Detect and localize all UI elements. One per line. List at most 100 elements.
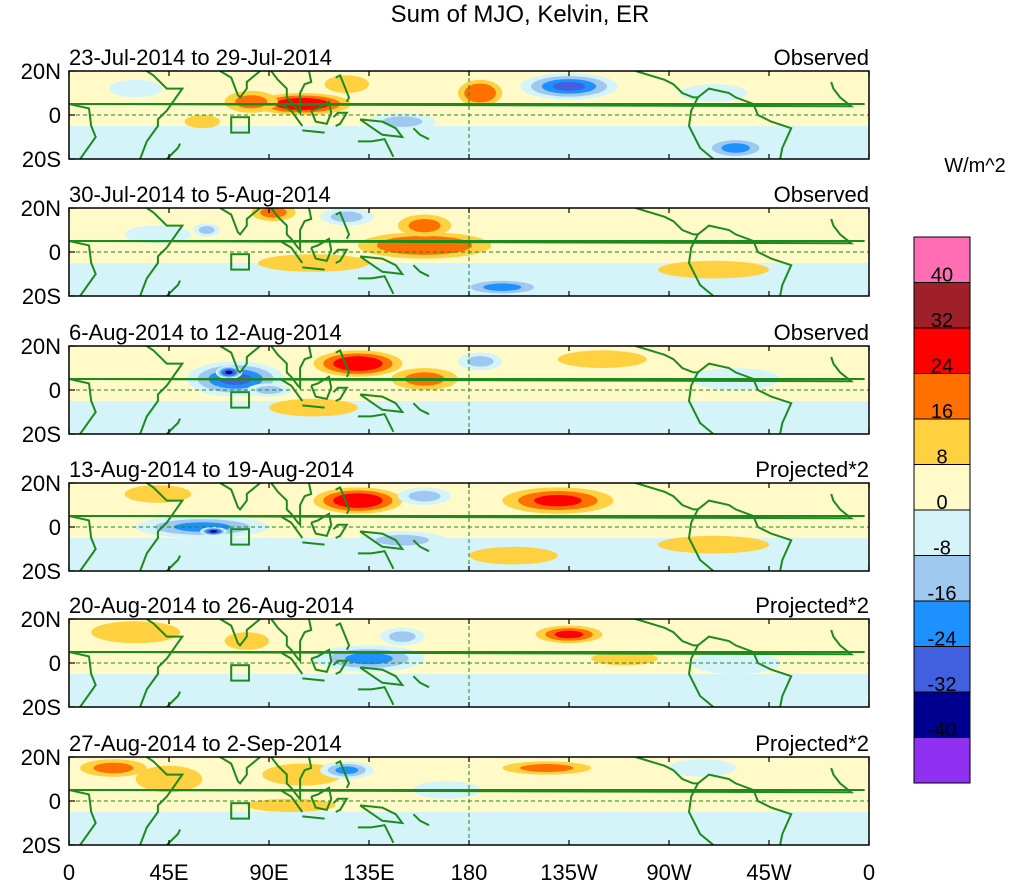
anomaly-6-level-1 bbox=[591, 652, 658, 666]
panel-date-range: 13-Aug-2014 to 19-Aug-2014 bbox=[69, 457, 354, 482]
coastline-1 bbox=[139, 757, 185, 845]
coastline-1 bbox=[139, 208, 185, 296]
colorbar-tick-label: 0 bbox=[936, 492, 947, 514]
coastline-3 bbox=[166, 691, 181, 707]
anomaly-4-level-3 bbox=[470, 87, 490, 99]
panel-2: 20N 0 20S 30-Jul-2014 to 5-Aug-2014 Observed bbox=[21, 182, 870, 309]
panel-label: Projected*2 bbox=[755, 593, 869, 618]
panel-6: 20N 0 20S 27-Aug-2014 to 2-Sep-2014 Projecte… bbox=[21, 731, 870, 858]
coastline-8 bbox=[302, 677, 325, 682]
coastline-18 bbox=[69, 81, 855, 108]
coastline-6 bbox=[270, 619, 313, 664]
coastline-6 bbox=[270, 208, 313, 253]
anomaly-5-level-2 bbox=[280, 257, 347, 269]
coastline-1 bbox=[139, 71, 185, 159]
coastline-9 bbox=[310, 375, 333, 400]
x-tick-label: 180 bbox=[451, 860, 488, 885]
coastline-10 bbox=[332, 523, 349, 539]
anomaly-6-level-3 bbox=[483, 283, 522, 291]
y-tick-label: 20S bbox=[22, 284, 61, 309]
anomaly-7-level-1 bbox=[657, 260, 769, 279]
coastline-5 bbox=[219, 757, 261, 785]
x-tick-label: 135E bbox=[343, 860, 394, 885]
coastline-6 bbox=[270, 483, 313, 528]
anomaly-2-level-3 bbox=[534, 494, 582, 507]
coastline-5 bbox=[219, 208, 261, 236]
anomaly-2-level-2 bbox=[149, 771, 189, 787]
coastline-11 bbox=[335, 211, 351, 240]
coastline-15 bbox=[635, 619, 715, 707]
coastline-11 bbox=[335, 760, 351, 789]
anomaly-6-level-2 bbox=[382, 116, 423, 127]
anomaly-2-level-2 bbox=[408, 219, 441, 233]
coastline-9 bbox=[310, 786, 333, 811]
y-tick-label: 0 bbox=[49, 789, 61, 814]
coastline-13 bbox=[357, 275, 395, 295]
coastline-6 bbox=[270, 346, 313, 391]
coastline-18 bbox=[69, 356, 855, 383]
coastline-15 bbox=[635, 346, 715, 434]
colorbar-tick-label: -8 bbox=[933, 538, 951, 560]
x-tick-label: 45W bbox=[746, 860, 791, 885]
coastline-3 bbox=[166, 143, 181, 159]
y-tick-label: 0 bbox=[49, 378, 61, 403]
panel-label: Projected*2 bbox=[755, 457, 869, 482]
anomaly-5-level-2 bbox=[466, 356, 494, 367]
colorbar-swatch bbox=[913, 373, 971, 420]
coastline-14 bbox=[412, 402, 430, 416]
panel-date-range: 23-Jul-2014 to 29-Jul-2014 bbox=[69, 45, 332, 70]
coastline-18 bbox=[69, 629, 855, 656]
panel-3: 20N 0 20S 6-Aug-2014 to 12-Aug-2014 Observed bbox=[21, 320, 870, 447]
anomaly-4-level-2 bbox=[330, 211, 363, 223]
anomaly-4-level-3 bbox=[335, 766, 359, 774]
anomaly-2-level-5 bbox=[225, 370, 233, 375]
anomaly-10-level-1 bbox=[324, 75, 369, 93]
anomaly-3-level-3 bbox=[554, 630, 584, 639]
colorbar-swatch bbox=[913, 327, 971, 374]
coastline-9 bbox=[310, 648, 333, 673]
colorbar-swatch bbox=[913, 737, 971, 784]
coastline-14 bbox=[412, 127, 430, 141]
reference-box bbox=[230, 664, 251, 682]
coastline-3 bbox=[166, 280, 181, 296]
anomaly-9-level-2 bbox=[198, 226, 215, 234]
coastline-9 bbox=[310, 237, 333, 262]
coastline-16 bbox=[697, 87, 793, 159]
panel-field bbox=[69, 208, 869, 296]
coastline-10 bbox=[332, 659, 349, 675]
coastline-12 bbox=[359, 530, 405, 551]
reference-box bbox=[230, 802, 251, 820]
coastline-14 bbox=[412, 675, 430, 689]
coastline-14 bbox=[412, 539, 430, 553]
colorbar-swatch bbox=[913, 464, 971, 511]
anomaly-9-level-1 bbox=[669, 759, 736, 777]
coastline-12 bbox=[359, 666, 405, 687]
colorbar-tick-label: 40 bbox=[931, 265, 953, 287]
coastline-14 bbox=[412, 813, 430, 827]
coastline-13 bbox=[357, 824, 395, 844]
coastline-6 bbox=[270, 757, 313, 802]
colorbar: W/m^2 40 32 24 16 8 0 -8 -16 -24 -32 -40 bbox=[913, 155, 1006, 784]
coastline-16 bbox=[697, 224, 793, 296]
coastline-10 bbox=[332, 248, 349, 264]
x-tick-label: 135W bbox=[540, 860, 598, 885]
panel-label: Projected*2 bbox=[755, 731, 869, 756]
coastline-16 bbox=[697, 635, 793, 707]
coastline-15 bbox=[635, 71, 715, 159]
panel-date-range: 27-Aug-2014 to 2-Sep-2014 bbox=[69, 731, 342, 756]
panel-4: 20N 0 20S 13-Aug-2014 to 19-Aug-2014 Project… bbox=[21, 457, 870, 584]
coastline-1 bbox=[139, 619, 185, 707]
colorbar-swatch bbox=[913, 282, 971, 329]
coastline-8 bbox=[302, 404, 325, 409]
panels: 20N 0 20S 23-Jul-2014 to 29-Jul-2014 Observe… bbox=[21, 45, 870, 858]
colorbar-tick-label: -40 bbox=[928, 720, 957, 742]
coastline-6 bbox=[270, 71, 313, 116]
coastline-5 bbox=[219, 346, 261, 374]
y-tick-label: 20N bbox=[21, 471, 61, 496]
y-tick-label: 20S bbox=[22, 695, 61, 720]
x-tick-label: 90E bbox=[249, 860, 288, 885]
coastline-5 bbox=[219, 71, 261, 99]
colorbar-tick-label: 32 bbox=[931, 310, 953, 332]
coastline-14 bbox=[412, 264, 430, 278]
